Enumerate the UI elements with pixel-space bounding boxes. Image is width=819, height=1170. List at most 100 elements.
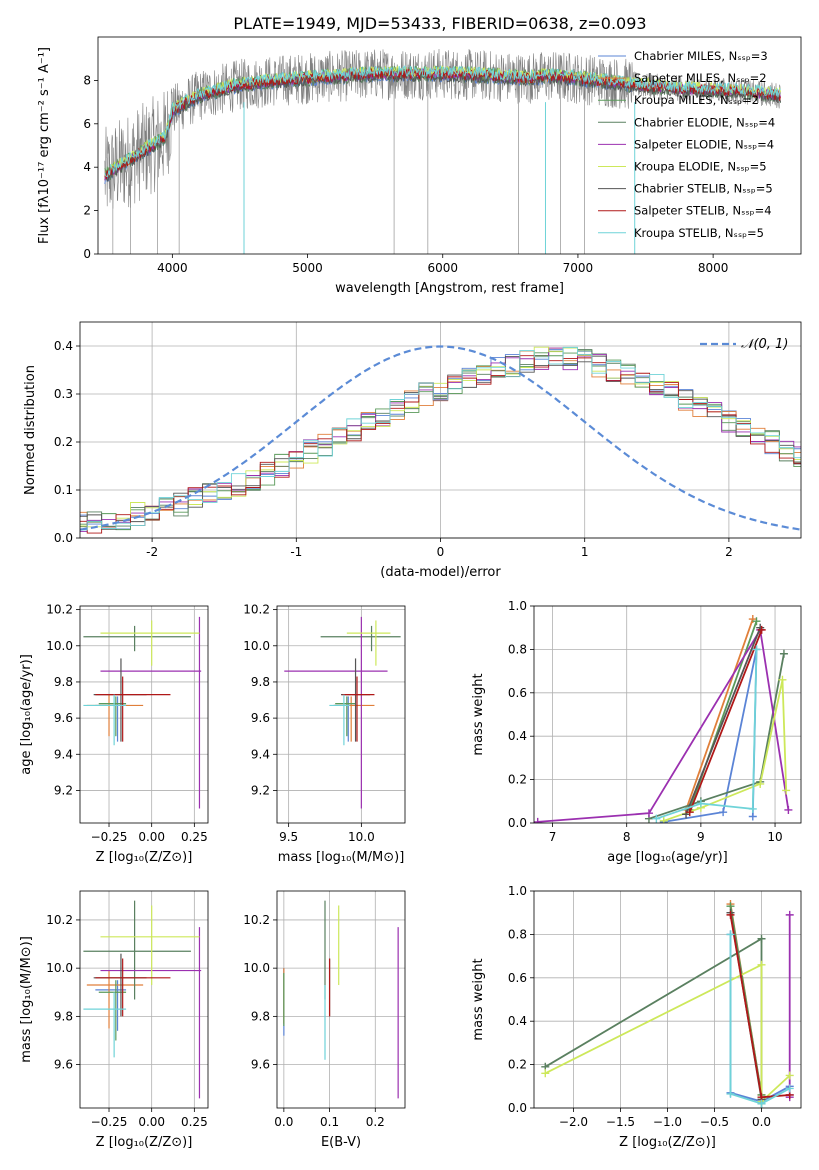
y-tick-label: 0.4 [54, 339, 73, 353]
age_vs_Z-xlabel: Z [log₁₀(Z/Z⊙)] [96, 850, 193, 865]
y-tick-label: 0.1 [54, 483, 73, 497]
y-tick-label: 10.0 [243, 961, 270, 975]
y-tick-label: 10.0 [243, 639, 270, 653]
salpeter_elodie-weight-marker [785, 910, 794, 919]
salpeter_elodie-histogram [80, 347, 801, 532]
y-tick-label: 9.6 [251, 1058, 270, 1072]
x-tick-label: 10.0 [348, 830, 375, 844]
kroupa_miles-errorbar [98, 980, 127, 1041]
kroupa_elodie-weight-marker [782, 786, 791, 795]
y-tick-label: 9.8 [54, 1009, 73, 1023]
mass_vs_Z-frame [79, 890, 209, 1109]
legend-label: Salpeter STELIB, Nₛₛₚ=4 [634, 204, 772, 218]
mass_vs_Z-ylabel: mass [log₁₀(M/M⊙)] [19, 936, 34, 1063]
x-tick-label: 9 [697, 830, 705, 844]
x-tick-label: 2 [725, 545, 733, 559]
spectrum-marks [104, 48, 781, 254]
x-tick-label: −0.5 [700, 1115, 729, 1129]
age_vs_Z-axes: −0.25 0.00 0.25 9.2 9.4 9.6 9.8 10.0 10.2 Z [log₁… [19, 603, 209, 865]
x-tick-label: −1.0 [653, 1115, 682, 1129]
salpeter_stelib-errorbar [342, 676, 375, 742]
y-tick-label: 0 [83, 247, 91, 261]
salpeter_stelib-errorbar [95, 958, 171, 1017]
salpeter_stelib-histogram [80, 355, 801, 534]
y-tick-label: 9.8 [251, 675, 270, 689]
age_vs_Z-grid [80, 606, 208, 823]
x-tick-label: −1.5 [606, 1115, 635, 1129]
salpeter_miles-errorbar [86, 970, 144, 1029]
kroupa_stelib-weight-marker [757, 1099, 766, 1108]
kroupa_elodie-errorbar [100, 620, 200, 666]
x-tick-label: 0.00 [138, 830, 165, 844]
spectrum-ylabel: Flux [fλ10⁻¹⁷ erg cm⁻² s⁻¹ A⁻¹] [37, 47, 52, 244]
mass_vs_ebv-axes: 0.0 0.1 0.2 9.6 9.8 10.0 10.2 E(B-V) [243, 890, 406, 1150]
mass_vs_ebv-marks [283, 900, 399, 1099]
x-tick-label: −0.25 [91, 1115, 128, 1129]
y-tick-label: 0.6 [508, 686, 527, 700]
y-tick-label: 0.0 [54, 531, 73, 545]
weight_vs_Z-panel: −2.0 −1.5 −1.0 −0.5 0.0 0.0 0.2 0.4 0.6 0.8 1.0 Z [… [471, 884, 802, 1150]
x-tick-label: -1 [290, 545, 302, 559]
age_vs_mass-panel: 9.5 10.0 9.2 9.4 9.6 9.8 10.0 10.2 mass [log₁₀(M… [243, 603, 406, 865]
kroupa_stelib-fit-line [104, 64, 781, 177]
y-tick-label: 0.8 [508, 642, 527, 656]
y-tick-label: 9.6 [54, 1058, 73, 1072]
salpeter_elodie-weight-marker [644, 809, 653, 818]
kroupa_miles-weight-marker [752, 617, 761, 626]
y-tick-label: 9.2 [251, 783, 270, 797]
age_vs_mass-axes: 9.5 10.0 9.2 9.4 9.6 9.8 10.0 10.2 mass [log₁₀(M… [243, 603, 406, 865]
weight_vs_age-panel: 7 8 9 10 0.0 0.2 0.4 0.6 0.8 1.0 age [log₁₀(age/yr… [471, 599, 802, 865]
spectrum-xlabel: wavelength [Angstrom, rest frame] [335, 281, 564, 296]
weight_vs_age-xlabel: age [log₁₀(age/yr)] [607, 850, 728, 865]
chabrier_miles-weights [726, 930, 794, 1106]
salpeter_elodie-errorbar [100, 927, 202, 1099]
x-tick-label: 5000 [292, 261, 323, 275]
salpeter_miles-fit-line [104, 67, 635, 181]
kroupa_stelib-weight-line [729, 934, 791, 1105]
chabrier_stelib-histogram [80, 355, 801, 530]
y-tick-label: 8 [83, 73, 91, 87]
y-tick-label: 10.2 [243, 603, 270, 617]
kroupa_elodie-errorbar [346, 620, 391, 666]
weight_vs_age-ylabel: mass weight [471, 673, 486, 755]
weight_vs_Z-xlabel: Z [log₁₀(Z/Z⊙)] [619, 1135, 716, 1150]
y-tick-label: 10.2 [46, 913, 73, 927]
x-tick-label: 0.00 [138, 1115, 165, 1129]
chabrier_miles-fit-line [104, 70, 635, 184]
y-tick-label: 10.2 [243, 913, 270, 927]
y-tick-label: 0.0 [508, 1101, 527, 1115]
x-tick-label: 0.1 [320, 1115, 339, 1129]
salpeter_stelib-weight-marker [726, 910, 735, 919]
y-tick-label: 9.6 [54, 711, 73, 725]
x-tick-label: 0.25 [181, 830, 208, 844]
mass_vs_Z-axes: −0.25 0.00 0.25 9.6 9.8 10.0 10.2 Z [log₁₀(Z/Z⊙… [19, 890, 209, 1150]
chabrier_miles-histogram [80, 348, 801, 530]
kroupa_elodie-weight-marker [756, 779, 765, 788]
y-tick-label: 9.6 [251, 711, 270, 725]
age_vs_mass-frame [276, 605, 406, 824]
chabrier_elodie-errorbar [320, 625, 401, 652]
mass_vs_Z-marks [83, 900, 202, 1099]
kroupa_stelib-weights [652, 645, 761, 823]
x-tick-label: 9.5 [279, 830, 298, 844]
legend-label: Chabrier STELIB, Nₛₛₚ=5 [634, 182, 773, 196]
y-tick-label: 10.0 [46, 961, 73, 975]
legend-label: Salpeter ELODIE, Nₛₛₚ=4 [634, 137, 774, 151]
y-tick-label: 9.4 [54, 747, 73, 761]
x-tick-label: 8 [623, 830, 631, 844]
residuals-axes: -2 -1 0 1 2 0.0 0.1 0.2 0.3 0.4 (data-model)/error… [23, 321, 802, 580]
y-tick-label: 0.3 [54, 387, 73, 401]
y-tick-label: 10.0 [46, 639, 73, 653]
kroupa_stelib-weight-marker [652, 814, 661, 823]
salpeter_stelib-weight-marker [757, 625, 766, 634]
y-tick-label: 0.2 [508, 773, 527, 787]
legend-label: Chabrier ELODIE, Nₛₛₚ=4 [634, 115, 775, 129]
age_vs_Z-ylabel: age [log₁₀(age/yr)] [19, 654, 34, 775]
y-tick-label: 9.2 [54, 783, 73, 797]
kroupa_stelib-weight-line [656, 649, 758, 820]
x-tick-label: 8000 [698, 261, 729, 275]
legend-label: Kroupa ELODIE, Nₛₛₚ=5 [634, 160, 767, 174]
x-tick-label: 0 [437, 545, 445, 559]
normal-legend-label: 𝒩(0, 1) [741, 337, 788, 352]
